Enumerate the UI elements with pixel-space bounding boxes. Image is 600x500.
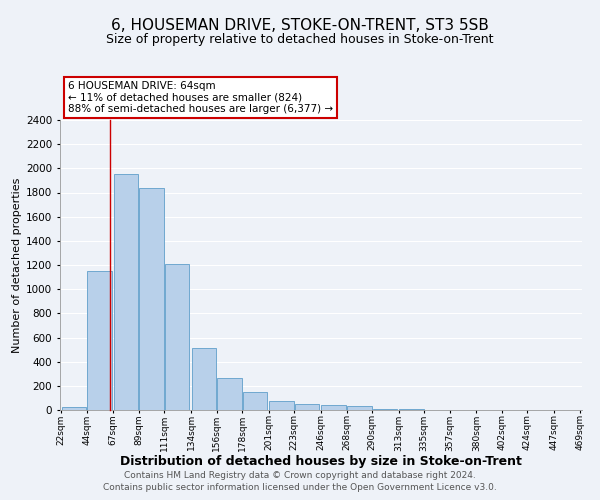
- Text: 6, HOUSEMAN DRIVE, STOKE-ON-TRENT, ST3 5SB: 6, HOUSEMAN DRIVE, STOKE-ON-TRENT, ST3 5…: [111, 18, 489, 32]
- Bar: [191, 348, 216, 410]
- Y-axis label: Number of detached properties: Number of detached properties: [12, 178, 22, 352]
- Bar: [269, 401, 294, 410]
- Text: Contains HM Land Registry data © Crown copyright and database right 2024.: Contains HM Land Registry data © Crown c…: [124, 471, 476, 480]
- Text: Contains public sector information licensed under the Open Government Licence v3: Contains public sector information licen…: [103, 484, 497, 492]
- Bar: [373, 409, 397, 410]
- Bar: [114, 174, 139, 410]
- Bar: [165, 264, 190, 410]
- Bar: [62, 407, 86, 410]
- Text: 6 HOUSEMAN DRIVE: 64sqm
← 11% of detached houses are smaller (824)
88% of semi-d: 6 HOUSEMAN DRIVE: 64sqm ← 11% of detache…: [68, 81, 333, 114]
- X-axis label: Distribution of detached houses by size in Stoke-on-Trent: Distribution of detached houses by size …: [120, 454, 522, 468]
- Bar: [322, 405, 346, 410]
- Bar: [217, 378, 242, 410]
- Bar: [242, 392, 267, 410]
- Bar: [139, 188, 164, 410]
- Bar: [295, 404, 319, 410]
- Bar: [347, 406, 371, 410]
- Text: Size of property relative to detached houses in Stoke-on-Trent: Size of property relative to detached ho…: [106, 32, 494, 46]
- Bar: [87, 271, 112, 410]
